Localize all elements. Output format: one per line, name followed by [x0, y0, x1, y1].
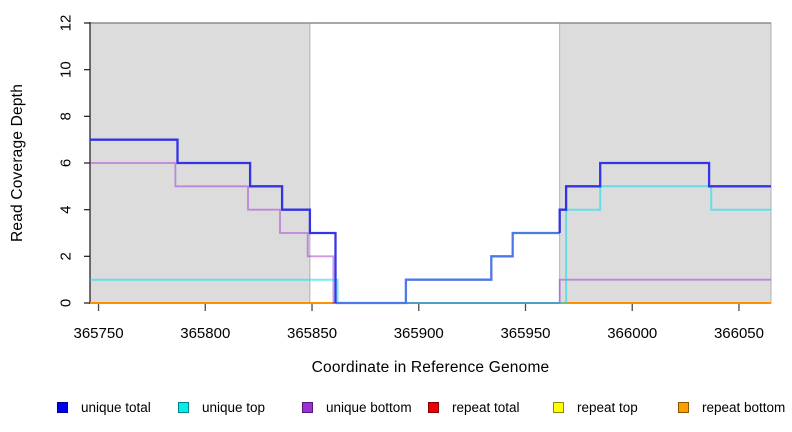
x-tick-label: 365850: [287, 325, 337, 342]
x-tick-label: 366000: [607, 325, 657, 342]
x-tick-label: 365750: [74, 325, 124, 342]
legend-item-repeat-bottom: repeat bottom: [678, 398, 785, 416]
legend-item-repeat-top: repeat top: [553, 398, 638, 416]
unique-total-mid: [335, 231, 560, 305]
y-tick-label: 12: [58, 15, 75, 32]
legend-label: unique top: [202, 399, 266, 415]
unique-top-line: [90, 185, 771, 304]
legend-swatch-unique-top: [178, 401, 189, 413]
legend-item-unique-total: unique total: [57, 398, 151, 416]
unique-total-left: [90, 138, 337, 303]
x-tick-label: 365950: [500, 325, 550, 342]
x-tick-label: 365800: [180, 325, 230, 342]
x-tick-label: 365900: [394, 325, 444, 342]
legend-swatch-repeat-total: [428, 401, 439, 413]
legend-item-unique-top: unique top: [178, 398, 265, 416]
legend-swatch-unique-bottom: [302, 401, 313, 413]
legend-item-repeat-total: repeat total: [428, 398, 520, 416]
unique-total-right: [558, 161, 771, 233]
chart-legend: unique total unique top unique bottom repea…: [0, 398, 792, 418]
legend-label: unique total: [81, 399, 151, 415]
y-axis-title: Read Coverage Depth: [9, 83, 26, 243]
legend-label: unique bottom: [326, 399, 412, 415]
x-tick-label: 366050: [714, 325, 764, 342]
y-tick-label: 6: [58, 159, 75, 167]
y-tick-label: 8: [58, 112, 75, 120]
y-tick-label: 4: [58, 205, 75, 213]
coverage-chart-canvas: 0 2 4 6 8 10 12 365750 365800 365850 365900 365950 3…: [58, 15, 772, 342]
y-tick-label: 0: [58, 299, 75, 307]
legend-swatch-unique-total: [57, 401, 68, 413]
y-tick-label: 10: [58, 61, 75, 78]
y-tick-label: 2: [58, 252, 75, 260]
x-axis-title: Coordinate in Reference Genome: [311, 359, 550, 376]
legend-label: repeat total: [452, 399, 520, 415]
legend-item-unique-bottom: unique bottom: [302, 398, 412, 416]
legend-swatch-repeat-bottom: [678, 401, 689, 413]
legend-label: repeat bottom: [702, 399, 786, 415]
legend-swatch-repeat-top: [553, 401, 564, 413]
legend-label: repeat top: [577, 399, 638, 415]
